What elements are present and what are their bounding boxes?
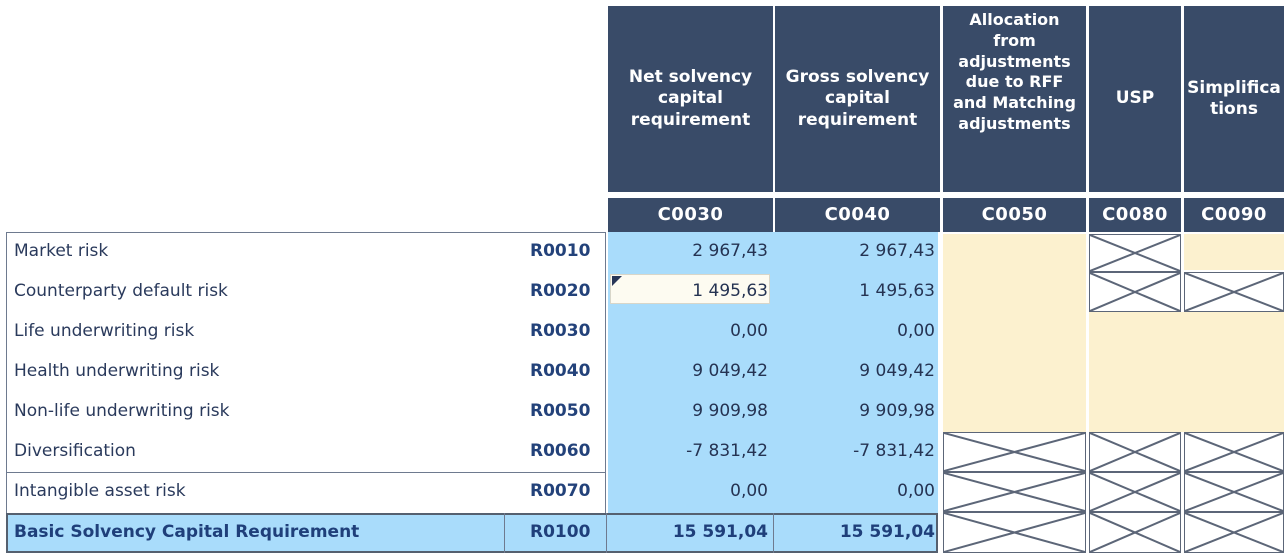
value-r0010-c0040[interactable]: 2 967,43	[859, 241, 935, 261]
row-label-health-underwriting-risk: Health underwriting risk	[14, 361, 220, 381]
value-r0070-c0040[interactable]: 0,00	[897, 481, 935, 501]
total-divider	[773, 513, 774, 553]
cream-cell-c0050[interactable]	[943, 234, 1086, 432]
na-cell	[1089, 472, 1181, 512]
value-r0100-c0030[interactable]: 15 591,04	[672, 522, 768, 542]
value-r0050-c0040[interactable]: 9 909,98	[859, 401, 935, 421]
value-r0040-c0030[interactable]: 9 049,42	[692, 361, 768, 381]
cell-marker-icon	[612, 276, 622, 286]
cream-cell-r0010-c0090[interactable]	[1184, 234, 1284, 270]
total-row-bscr	[6, 513, 938, 553]
col-header-allocation: Allocation from adjustments due to RFF a…	[943, 6, 1086, 192]
na-cell	[943, 432, 1086, 472]
row-label-non-life-underwriting-risk: Non-life underwriting risk	[14, 401, 230, 421]
value-r0010-c0030[interactable]: 2 967,43	[692, 241, 768, 261]
input-cell-r0020-c0030[interactable]	[610, 274, 770, 304]
row-code-r0070: R0070	[530, 481, 591, 501]
row-code-r0040: R0040	[530, 361, 591, 381]
row-code-r0030: R0030	[530, 321, 591, 341]
col-header-simplifications: Simplifica tions	[1184, 6, 1284, 192]
row-separator	[6, 472, 606, 473]
value-r0020-c0040[interactable]: 1 495,63	[859, 281, 935, 301]
col-header-usp: USP	[1089, 6, 1181, 192]
value-r0070-c0030[interactable]: 0,00	[730, 481, 768, 501]
value-r0100-c0040[interactable]: 15 591,04	[839, 522, 935, 542]
value-r0030-c0030[interactable]: 0,00	[730, 321, 768, 341]
row-label-intangible-asset-risk: Intangible asset risk	[14, 481, 186, 501]
row-label-counterparty-default-risk: Counterparty default risk	[14, 281, 228, 301]
na-cell	[1184, 472, 1284, 512]
value-r0030-c0040[interactable]: 0,00	[897, 321, 935, 341]
col-code-c0080: C0080	[1089, 198, 1181, 232]
na-cell	[1184, 512, 1284, 553]
col-header-gross-scr: Gross solvency capital requirement	[775, 6, 940, 192]
value-r0060-c0040[interactable]: -7 831,42	[853, 441, 935, 461]
row-label-diversification: Diversification	[14, 441, 136, 461]
value-r0040-c0040[interactable]: 9 049,42	[859, 361, 935, 381]
row-code-r0050: R0050	[530, 401, 591, 421]
total-divider	[504, 513, 505, 553]
na-cell	[943, 512, 1086, 553]
value-r0050-c0030[interactable]: 9 909,98	[692, 401, 768, 421]
total-divider	[606, 513, 607, 553]
na-cell	[1089, 512, 1181, 553]
col-header-net-scr: Net solvency capital requirement	[608, 6, 773, 192]
cream-cell-c0080-c0090[interactable]	[1089, 312, 1284, 432]
col-code-c0090: C0090	[1184, 198, 1284, 232]
col-code-c0030: C0030	[608, 198, 773, 232]
na-cell	[1089, 432, 1181, 472]
row-label-life-underwriting-risk: Life underwriting risk	[14, 321, 195, 341]
col-code-c0040: C0040	[775, 198, 940, 232]
col-code-c0050: C0050	[943, 198, 1086, 232]
na-cell	[943, 472, 1086, 512]
row-code-r0060: R0060	[530, 441, 591, 461]
row-code-r0020: R0020	[530, 281, 591, 301]
value-r0060-c0030[interactable]: -7 831,42	[686, 441, 768, 461]
row-labels-area	[6, 232, 606, 553]
value-r0020-c0030[interactable]: 1 495,63	[692, 281, 768, 301]
row-label-basic-scr: Basic Solvency Capital Requirement	[14, 522, 360, 542]
row-label-market-risk: Market risk	[14, 241, 109, 261]
na-cell	[1184, 432, 1284, 472]
na-cell	[1184, 272, 1284, 312]
na-cell	[1089, 272, 1181, 312]
na-cell	[1089, 234, 1181, 272]
row-code-r0010: R0010	[530, 241, 591, 261]
row-code-r0100: R0100	[530, 522, 591, 542]
